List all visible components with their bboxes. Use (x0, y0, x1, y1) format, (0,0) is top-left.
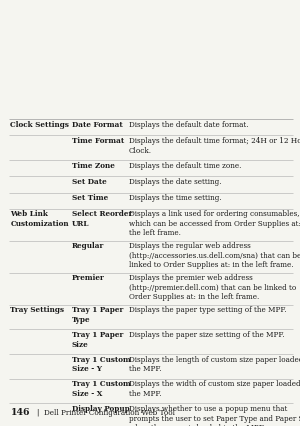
Text: Premier: Premier (72, 274, 105, 282)
Text: Time Zone: Time Zone (72, 162, 115, 170)
Text: Set Time: Set Time (72, 194, 108, 202)
Text: Displays the width of custom size paper loaded in
the MPF.: Displays the width of custom size paper … (129, 380, 300, 398)
Text: Displays the default date format.: Displays the default date format. (129, 121, 248, 129)
Text: Displays a link used for ordering consumables,
which can be accessed from Order : Displays a link used for ordering consum… (129, 210, 300, 237)
Text: Dell Printer Configuration Web Tool: Dell Printer Configuration Web Tool (44, 409, 175, 417)
Text: Tray 1 Paper
Type: Tray 1 Paper Type (72, 306, 123, 324)
Text: 146: 146 (11, 408, 30, 417)
Text: Set Date: Set Date (72, 178, 107, 186)
Text: Displays the regular web address
(http://accessories.us.dell.com/sna) that can b: Displays the regular web address (http:/… (129, 242, 300, 269)
Text: Regular: Regular (72, 242, 104, 250)
Text: Displays the premier web address
(http://premier.dell.com) that can be linked to: Displays the premier web address (http:/… (129, 274, 296, 301)
Text: Tray 1 Paper
Size: Tray 1 Paper Size (72, 331, 123, 348)
Text: Displays the time setting.: Displays the time setting. (129, 194, 222, 202)
Text: |: | (36, 409, 38, 417)
Text: Date Format: Date Format (72, 121, 123, 129)
Text: Display Popup: Display Popup (72, 405, 130, 413)
Text: Select Reorder
URL: Select Reorder URL (72, 210, 132, 228)
Text: Time Format: Time Format (72, 137, 124, 145)
Text: Displays whether to use a popup menu that
prompts the user to set Paper Type and: Displays whether to use a popup menu tha… (129, 405, 300, 426)
Text: Displays the length of custom size paper loaded in
the MPF.: Displays the length of custom size paper… (129, 356, 300, 373)
Text: Displays the date setting.: Displays the date setting. (129, 178, 221, 186)
Text: Tray 1 Custom
Size - X: Tray 1 Custom Size - X (72, 380, 131, 398)
Text: Displays the default time zone.: Displays the default time zone. (129, 162, 242, 170)
Text: Clock Settings: Clock Settings (11, 121, 69, 129)
Text: Displays the paper size setting of the MPF.: Displays the paper size setting of the M… (129, 331, 284, 339)
Text: Displays the default time format; 24H or 12 Hour
Clock.: Displays the default time format; 24H or… (129, 137, 300, 155)
Text: Displays the paper type setting of the MPF.: Displays the paper type setting of the M… (129, 306, 286, 314)
Text: Tray Settings: Tray Settings (11, 306, 64, 314)
Text: Tray 1 Custom
Size - Y: Tray 1 Custom Size - Y (72, 356, 131, 373)
Text: Web Link
Customization: Web Link Customization (11, 210, 69, 228)
